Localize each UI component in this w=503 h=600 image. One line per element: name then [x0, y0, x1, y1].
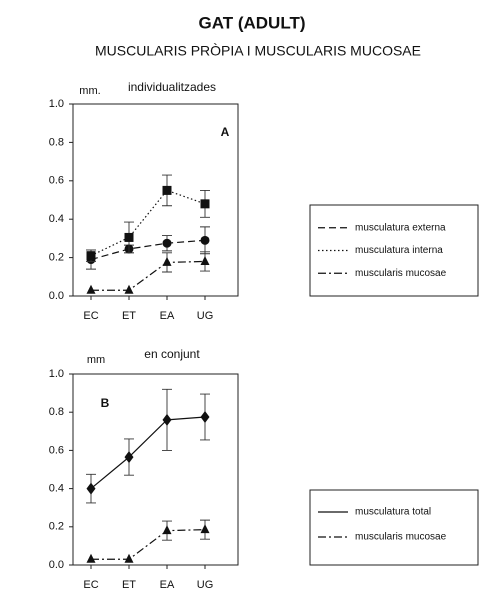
panel-subtitle: individualitzades: [128, 80, 216, 94]
plot-frame: [72, 103, 239, 297]
x-tick-label: EC: [83, 579, 98, 591]
point: [200, 199, 210, 209]
y-tick-label: 0.6: [49, 175, 64, 187]
point: [162, 525, 172, 535]
series-line: [90, 239, 206, 261]
point: [124, 284, 134, 294]
y-tick-label: 0.6: [49, 444, 64, 456]
y-tick-label: 0.0: [49, 290, 64, 302]
x-tick-label: ET: [122, 310, 136, 322]
point: [162, 413, 172, 426]
page-subtitle: MUSCULARIS PRÒPIA I MUSCULARIS MUCOSAE: [95, 43, 421, 59]
legend-box: [309, 204, 479, 297]
y-tick-label: 0.2: [49, 252, 64, 264]
y-tick-label: 1.0: [49, 98, 64, 110]
series-line: [90, 416, 206, 490]
y-tick-label: 0.8: [49, 406, 64, 418]
legend-box: [309, 489, 479, 566]
page-title: GAT (ADULT): [198, 13, 305, 32]
x-tick-label: EC: [83, 310, 98, 322]
y-tick-label: 0.0: [49, 559, 64, 571]
y-axis-label: mm: [87, 354, 105, 366]
x-tick-label: UG: [197, 310, 214, 322]
point: [86, 251, 96, 261]
legend-label: musculatura externa: [355, 222, 446, 233]
point: [86, 284, 96, 294]
x-tick-label: EA: [160, 310, 175, 322]
x-tick-label: EA: [160, 579, 175, 591]
point: [86, 482, 96, 495]
legend-label: musculatura total: [355, 507, 431, 518]
series-line: [91, 529, 206, 560]
panel-label: A: [221, 125, 230, 139]
panel-subtitle: en conjunt: [144, 347, 200, 361]
y-axis-label: mm.: [79, 85, 100, 97]
y-tick-label: 0.4: [49, 213, 64, 225]
y-tick-label: 0.2: [49, 521, 64, 533]
point: [200, 524, 210, 534]
y-tick-label: 0.8: [49, 136, 64, 148]
legend-label: musculatura interna: [355, 245, 443, 256]
series-line: [91, 260, 206, 291]
point: [200, 255, 210, 265]
legend-label: muscularis mucosae: [355, 268, 447, 279]
panel-label: B: [101, 396, 110, 410]
point: [124, 232, 134, 242]
point: [162, 185, 172, 195]
plot-frame: [72, 373, 239, 566]
legend-label: muscularis mucosae: [355, 532, 447, 543]
point: [200, 235, 210, 245]
point: [162, 256, 172, 266]
point: [162, 238, 172, 248]
point: [124, 451, 134, 464]
series-line: [90, 189, 206, 257]
y-tick-label: 0.4: [49, 483, 64, 495]
x-tick-label: UG: [197, 579, 214, 591]
x-tick-label: ET: [122, 579, 136, 591]
point: [124, 553, 134, 563]
y-tick-label: 1.0: [49, 368, 64, 380]
point: [86, 553, 96, 563]
point: [200, 410, 210, 423]
